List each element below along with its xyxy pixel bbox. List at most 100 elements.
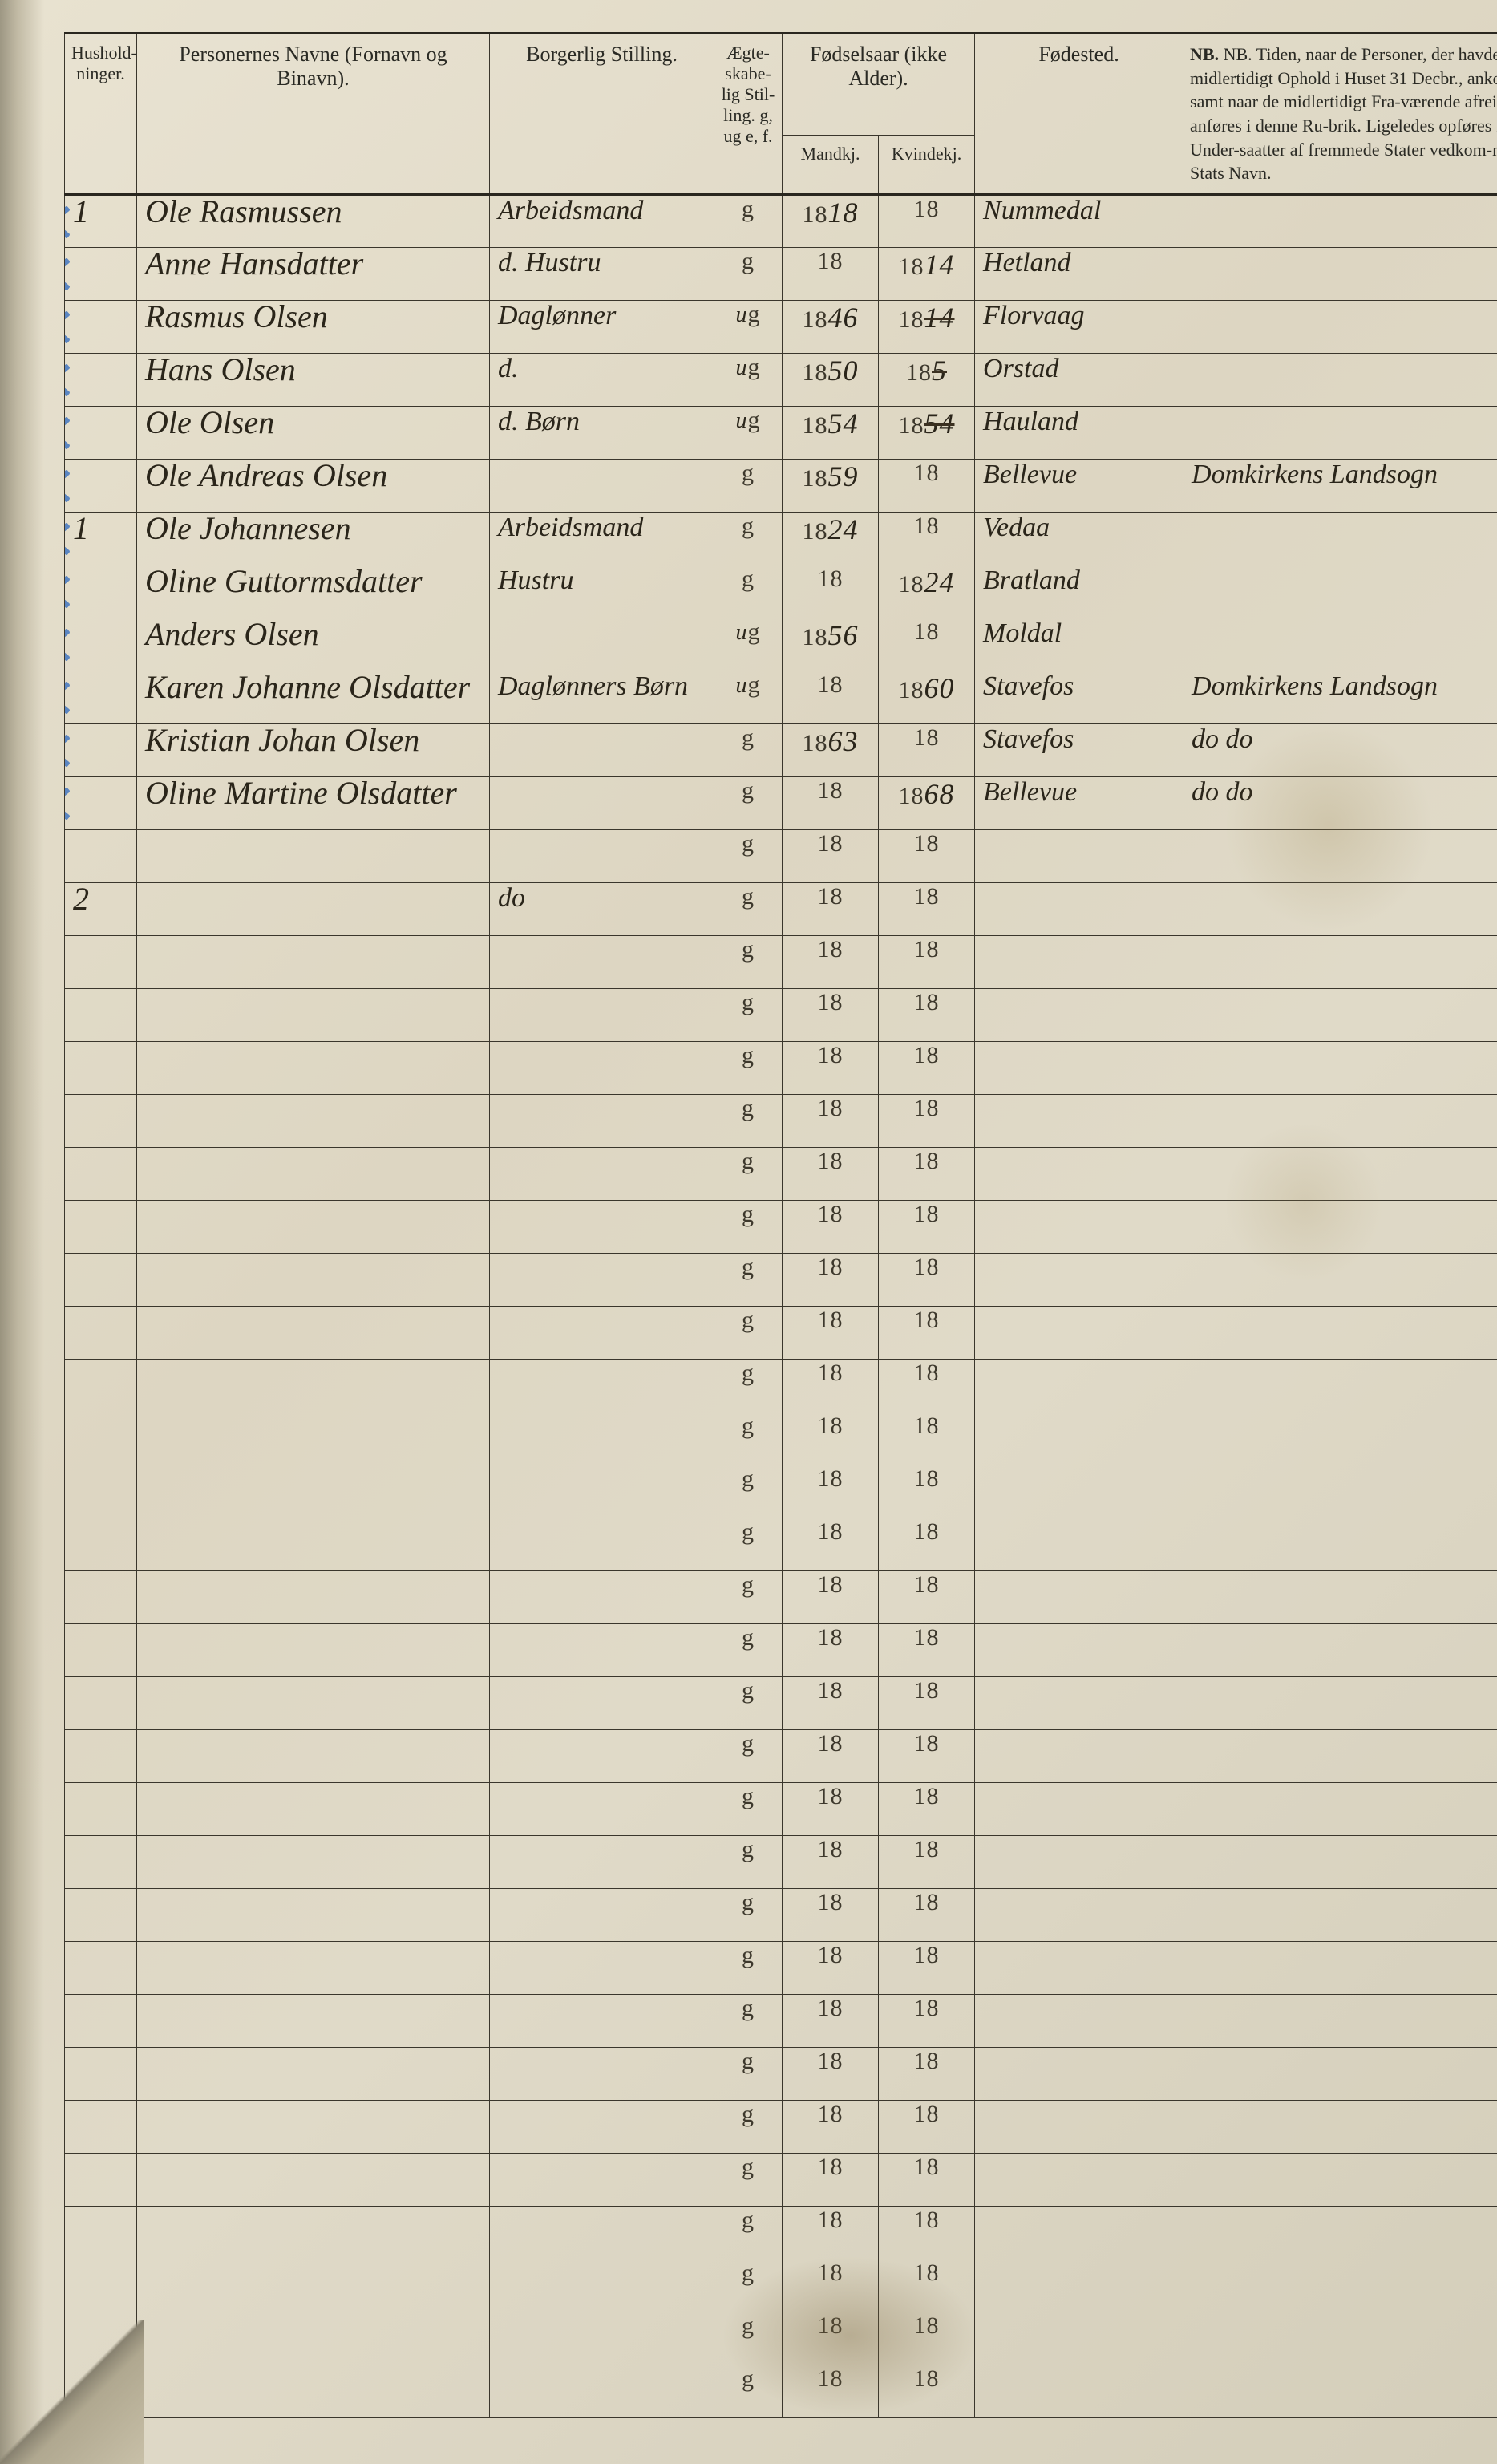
household-cell — [65, 301, 137, 354]
blank-cell — [490, 2048, 714, 2101]
notes-cell — [1183, 565, 1497, 618]
marital-cell: g — [714, 1095, 783, 1148]
blank-cell — [65, 2048, 137, 2101]
year-cell: 1856 — [783, 618, 879, 671]
blank-cell — [137, 1942, 490, 1995]
year-cell: 18 — [783, 248, 879, 301]
blank-cell — [975, 1148, 1183, 1201]
table-row-blank: g1818 — [65, 1254, 1497, 1307]
marital-cell: g — [714, 1518, 783, 1571]
blank-cell — [490, 2101, 714, 2154]
blank-cell — [975, 2048, 1183, 2101]
occupation-cell — [490, 777, 714, 830]
blank-cell — [1183, 2154, 1497, 2207]
blank-cell — [1183, 1571, 1497, 1624]
marital-cell: g — [714, 195, 783, 248]
year-cell: 18 — [879, 1783, 975, 1836]
occupation-cell: Hustru — [490, 565, 714, 618]
blank-cell — [975, 1942, 1183, 1995]
occupation: d. — [498, 354, 519, 383]
year-cell: 18 — [879, 618, 975, 671]
blank-cell — [137, 1254, 490, 1307]
birthplace-cell: Bratland — [975, 565, 1183, 618]
blank-cell — [975, 1783, 1183, 1836]
blank-cell — [490, 1677, 714, 1730]
birthplace: Hetland — [983, 248, 1071, 278]
birthplace-cell: Nummedal — [975, 195, 1183, 248]
year-cell: 18 — [879, 2154, 975, 2207]
occupation: Hustru — [498, 565, 573, 595]
table-row: 2dog1818 — [65, 883, 1497, 936]
year-cell: 18 — [879, 2312, 975, 2365]
marital-cell: ug — [714, 407, 783, 460]
blank-cell — [490, 1518, 714, 1571]
blank-cell — [490, 989, 714, 1042]
blank-cell — [1183, 1624, 1497, 1677]
notes-cell: Domkirkens Landsogn — [1183, 460, 1497, 513]
year-cell: 18 — [783, 1518, 879, 1571]
blank-cell — [65, 2259, 137, 2312]
year-cell: 18 — [879, 1148, 975, 1201]
marital-cell: g — [714, 248, 783, 301]
year-cell: 18 — [783, 1677, 879, 1730]
blank-cell — [975, 2312, 1183, 2365]
marital-cell: g — [714, 936, 783, 989]
blank-cell — [975, 2154, 1183, 2207]
table-row-blank: g1818 — [65, 989, 1497, 1042]
x-mark-icon — [65, 202, 72, 242]
blank-cell — [975, 1836, 1183, 1889]
name-cell: Kristian Johan Olsen — [137, 724, 490, 777]
blank-cell — [490, 1201, 714, 1254]
blank-cell — [490, 1307, 714, 1360]
birthplace: Bellevue — [983, 460, 1077, 489]
blank-cell — [65, 1783, 137, 1836]
blank-cell — [490, 1148, 714, 1201]
blank-cell — [137, 2259, 490, 2312]
household-cell: 2 — [65, 883, 137, 936]
year-cell: 18 — [783, 1571, 879, 1624]
year-cell: 18 — [783, 2207, 879, 2259]
col-female: Kvindekj. — [879, 135, 975, 194]
year-cell: 18 — [783, 671, 879, 724]
marital-cell: g — [714, 2259, 783, 2312]
blank-cell — [137, 1677, 490, 1730]
notes-cell — [1183, 830, 1497, 883]
blank-cell — [137, 1783, 490, 1836]
table-row: Ole Andreas Olseng185918BellevueDomkirke… — [65, 460, 1497, 513]
household-cell — [65, 777, 137, 830]
marital-cell: g — [714, 1995, 783, 2048]
blank-cell — [1183, 1360, 1497, 1412]
notes-text: Domkirkens Landsogn — [1192, 460, 1438, 489]
blank-cell — [490, 1254, 714, 1307]
household-cell — [65, 407, 137, 460]
year-cell: 18 — [783, 1095, 879, 1148]
marital-cell: g — [714, 1624, 783, 1677]
marital-cell: g — [714, 1201, 783, 1254]
occupation-cell — [490, 460, 714, 513]
notes-cell — [1183, 407, 1497, 460]
birthplace: Stavefos — [983, 671, 1074, 701]
table-row: Hans Olsend.ug1850185Orstad — [65, 354, 1497, 407]
blank-cell — [137, 1571, 490, 1624]
marital-cell: g — [714, 1412, 783, 1465]
marital-cell: g — [714, 1677, 783, 1730]
occupation: Daglønner — [498, 301, 616, 330]
marital-cell: g — [714, 2365, 783, 2418]
name-cell: Ole Johannesen — [137, 513, 490, 565]
blank-cell — [1183, 1412, 1497, 1465]
blank-cell — [137, 1412, 490, 1465]
occupation-cell: Daglønners Børn — [490, 671, 714, 724]
year-cell: 18 — [783, 1307, 879, 1360]
birthplace-cell: Hetland — [975, 248, 1183, 301]
marital-cell: g — [714, 1360, 783, 1412]
blank-cell — [975, 2207, 1183, 2259]
year-cell: 18 — [879, 989, 975, 1042]
blank-cell — [975, 1518, 1183, 1571]
person-name: Anne Hansdatter — [145, 248, 363, 282]
year-cell: 18 — [879, 1889, 975, 1942]
blank-cell — [975, 1307, 1183, 1360]
marital-cell: g — [714, 989, 783, 1042]
blank-cell — [1183, 1889, 1497, 1942]
blank-cell — [1183, 2312, 1497, 2365]
birthplace-cell: Moldal — [975, 618, 1183, 671]
